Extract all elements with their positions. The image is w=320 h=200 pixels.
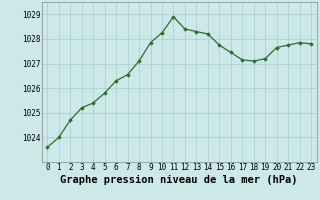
- X-axis label: Graphe pression niveau de la mer (hPa): Graphe pression niveau de la mer (hPa): [60, 175, 298, 185]
